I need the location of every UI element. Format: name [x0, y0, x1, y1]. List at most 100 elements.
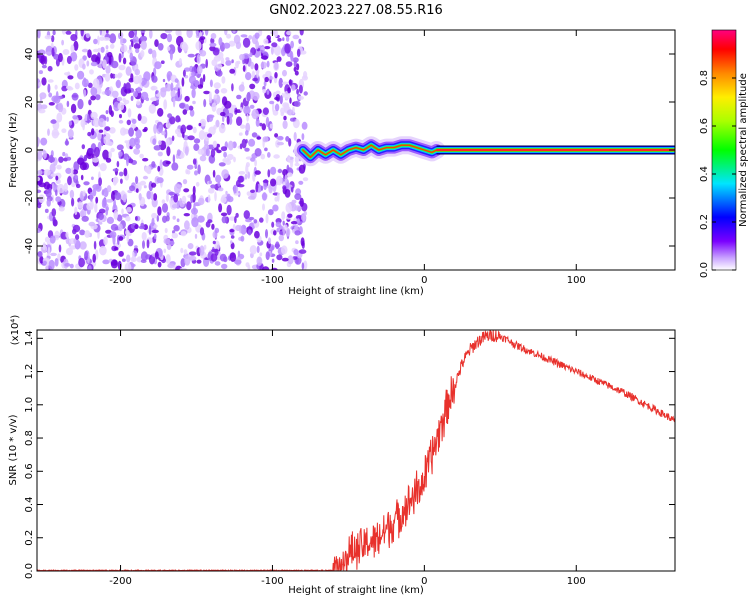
noise-blob — [88, 265, 92, 270]
noise-blob — [97, 221, 103, 225]
noise-blob — [197, 215, 205, 223]
noise-blob — [131, 118, 137, 125]
noise-blob — [248, 216, 255, 221]
noise-blob — [83, 181, 90, 186]
noise-blob — [245, 162, 250, 168]
noise-blob — [95, 94, 101, 101]
noise-blob — [155, 90, 158, 95]
spectrogram-heatmap — [37, 30, 675, 270]
noise-blob — [275, 90, 281, 95]
noise-blob — [267, 169, 271, 178]
noise-blob — [117, 102, 125, 111]
noise-blob — [298, 249, 307, 254]
y-tick-label: 0.6 — [24, 463, 35, 479]
noise-blob — [172, 97, 176, 108]
noise-blob — [128, 127, 135, 137]
noise-blob — [274, 72, 278, 79]
noise-blob — [48, 156, 55, 163]
noise-blob — [130, 73, 134, 81]
noise-blob — [260, 61, 267, 69]
noise-blob — [129, 185, 136, 192]
noise-blob — [54, 258, 59, 267]
noise-blob — [208, 187, 215, 194]
noise-blob — [69, 263, 74, 269]
noise-blob — [184, 255, 191, 266]
noise-blob — [197, 84, 204, 89]
noise-blob — [189, 109, 195, 117]
noise-blob — [142, 240, 145, 249]
noise-blob — [109, 231, 117, 239]
noise-blob — [144, 165, 152, 174]
noise-blob — [135, 176, 139, 185]
noise-blob — [148, 104, 156, 114]
noise-blob — [192, 158, 197, 165]
noise-blob — [70, 103, 77, 114]
noise-blob — [37, 151, 43, 160]
noise-blob — [125, 229, 130, 236]
noise-blob — [57, 102, 64, 113]
noise-blob — [62, 49, 70, 55]
noise-blob — [230, 242, 235, 250]
noise-blob — [188, 105, 194, 111]
noise-blob — [199, 245, 205, 256]
noise-blob — [276, 56, 282, 62]
x-tick-label: -200 — [109, 275, 132, 286]
noise-blob — [302, 177, 309, 182]
noise-blob — [98, 177, 102, 186]
noise-blob — [183, 135, 189, 141]
noise-blob — [278, 234, 284, 242]
noise-blob — [287, 213, 293, 218]
noise-blob — [116, 144, 124, 151]
noise-blob — [43, 169, 51, 176]
noise-blob — [233, 34, 241, 45]
noise-blob — [151, 197, 158, 208]
noise-blob — [196, 54, 201, 64]
noise-blob — [157, 43, 164, 51]
noise-blob — [212, 140, 218, 148]
noise-blob — [110, 147, 115, 153]
noise-blob — [187, 53, 195, 58]
noise-blob — [113, 209, 119, 220]
noise-blob — [165, 254, 171, 264]
noise-blob — [249, 83, 256, 90]
noise-blob — [273, 45, 282, 56]
noise-blob — [79, 241, 87, 250]
noise-blob — [274, 196, 279, 202]
noise-blob — [276, 228, 280, 233]
noise-blob — [58, 206, 65, 212]
noise-blob — [140, 251, 148, 262]
noise-blob — [93, 38, 98, 45]
noise-blob — [187, 135, 195, 141]
snr-ticks: -200 -100 0 100 0.0 0.2 0.4 0.6 0.8 1.0 1.2 1.4 — [24, 330, 675, 587]
noise-blob — [183, 188, 190, 193]
noise-blob — [254, 230, 260, 239]
noise-blob — [234, 216, 237, 224]
y-tick-label: -40 — [24, 238, 35, 254]
noise-blob — [289, 117, 296, 122]
noise-blob — [151, 182, 157, 188]
noise-blob — [135, 129, 142, 139]
noise-blob — [66, 156, 72, 161]
noise-blob — [222, 157, 230, 163]
noise-blob — [175, 84, 178, 92]
noise-blob — [243, 210, 250, 220]
x-tick-label: 100 — [567, 275, 586, 286]
noise-blob — [194, 170, 198, 176]
noise-blob — [103, 135, 111, 145]
noise-blob — [225, 60, 232, 66]
noise-blob — [199, 50, 207, 57]
noise-blob — [175, 30, 180, 36]
noise-blob — [111, 60, 119, 69]
noise-blob — [87, 49, 92, 59]
noise-blob — [186, 201, 192, 211]
noise-blob — [229, 252, 237, 262]
noise-blob — [167, 74, 171, 82]
noise-blob — [245, 130, 249, 136]
noise-blob — [137, 74, 143, 84]
noise-blob — [85, 32, 90, 39]
noise-blob — [100, 46, 105, 53]
noise-blob — [77, 98, 84, 110]
noise-blob — [171, 135, 175, 142]
noise-blob — [66, 55, 72, 65]
